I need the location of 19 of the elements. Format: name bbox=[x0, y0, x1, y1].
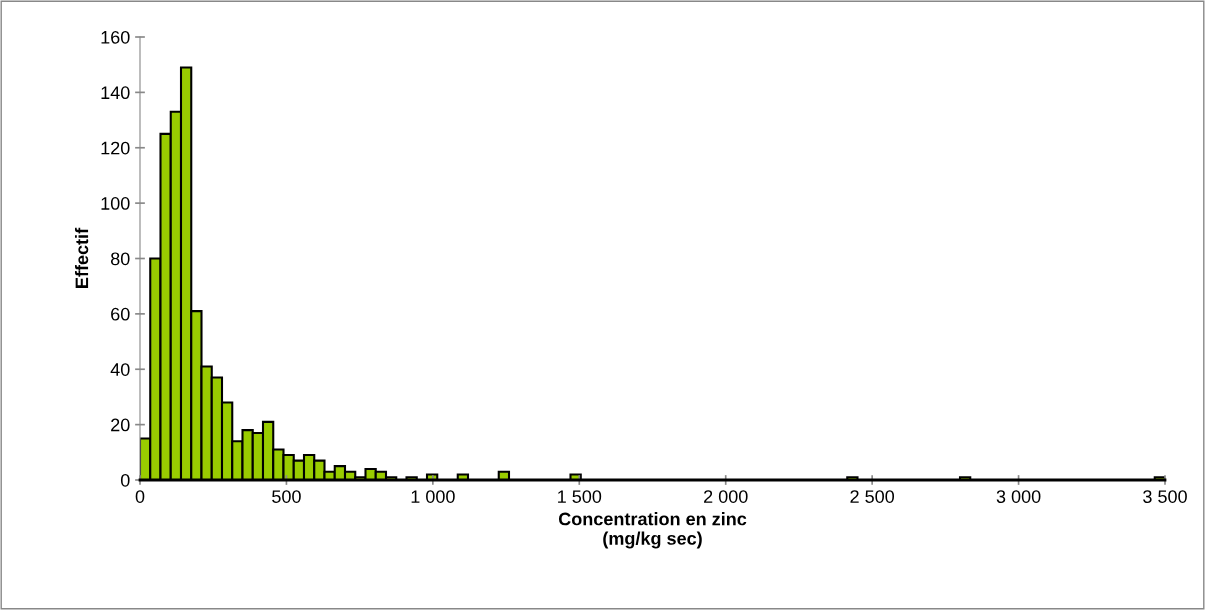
y-tick-label: 0 bbox=[120, 473, 130, 487]
x-tick-label: 1 500 bbox=[558, 490, 602, 503]
x-tick-label: 1 000 bbox=[411, 490, 455, 503]
y-tick-label: 20 bbox=[111, 418, 130, 432]
x-axis-title: Concentration en zinc (mg/kg sec) bbox=[558, 512, 747, 549]
y-tick-label: 140 bbox=[101, 86, 130, 100]
y-tick-label: 120 bbox=[101, 141, 130, 155]
y-tick-label: 160 bbox=[101, 30, 130, 44]
y-tick-label: 80 bbox=[110, 252, 130, 266]
x-tick-label: 2 500 bbox=[850, 490, 895, 503]
x-tick-label: 3 500 bbox=[1143, 490, 1187, 503]
x-tick-label: 0 bbox=[135, 490, 145, 503]
y-tick-label: 60 bbox=[111, 307, 130, 321]
x-tick-label: 500 bbox=[272, 490, 301, 503]
y-tick-label: 100 bbox=[101, 197, 130, 210]
x-tick-label: 3 000 bbox=[996, 490, 1041, 503]
y-axis-title: Effectif bbox=[74, 227, 89, 288]
x-tick-label: 2 000 bbox=[704, 490, 748, 503]
y-tick-label: 40 bbox=[110, 363, 130, 376]
